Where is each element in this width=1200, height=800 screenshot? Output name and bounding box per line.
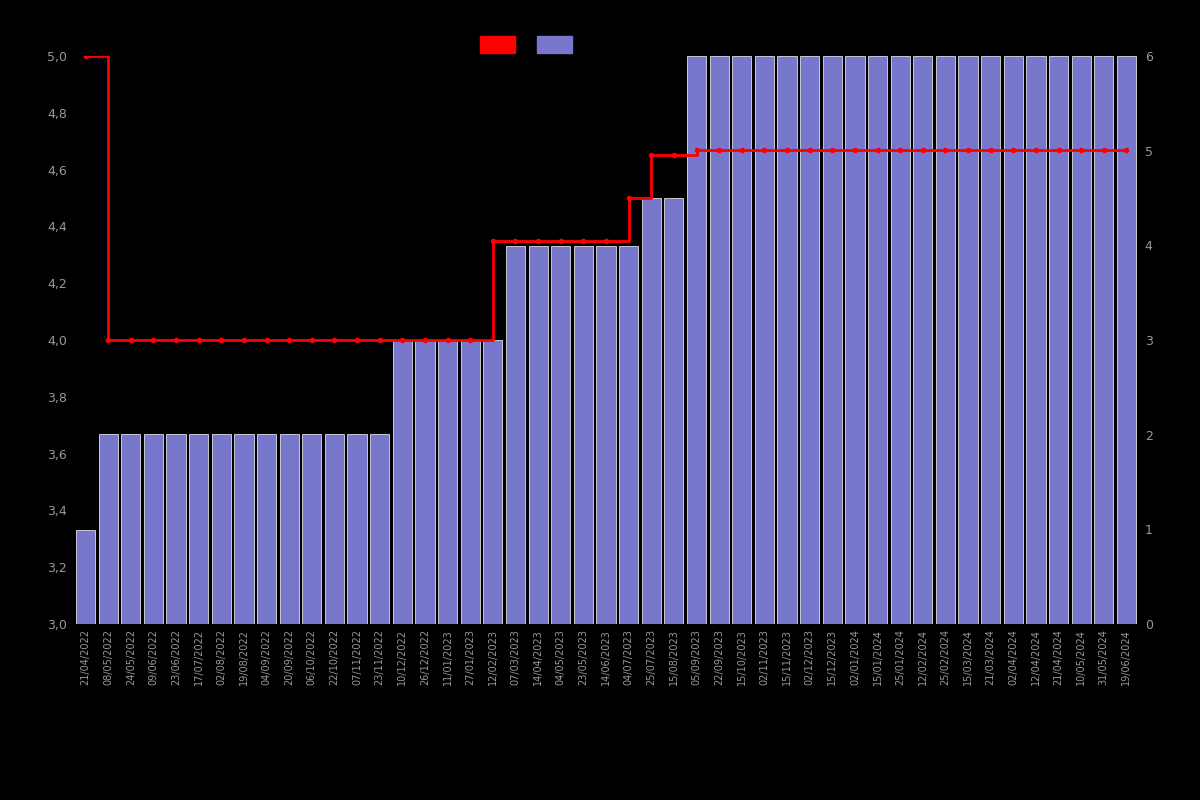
Bar (1049, 56, 1068, 624)
Bar (98, 434, 118, 624)
Bar (325, 434, 344, 624)
Bar (686, 56, 706, 624)
Bar (76, 530, 95, 624)
Bar (280, 434, 299, 624)
Bar (234, 434, 253, 624)
Bar (302, 434, 322, 624)
Bar (461, 340, 480, 624)
Bar (982, 56, 1001, 624)
Bar (1026, 56, 1045, 624)
Bar (800, 56, 820, 624)
Bar (778, 56, 797, 624)
Bar (1003, 56, 1022, 624)
Bar (755, 56, 774, 624)
Bar (190, 434, 209, 624)
Bar (415, 340, 434, 624)
Bar (257, 434, 276, 624)
Bar (551, 246, 570, 624)
Bar (936, 56, 955, 624)
Bar (913, 56, 932, 624)
Bar (619, 246, 638, 624)
Bar (959, 56, 978, 624)
Bar (845, 56, 864, 624)
Bar (732, 56, 751, 624)
Bar (574, 246, 593, 624)
Bar (709, 56, 728, 624)
Bar (1117, 56, 1136, 624)
Bar (144, 434, 163, 624)
Bar (890, 56, 910, 624)
Bar (438, 340, 457, 624)
Bar (506, 246, 526, 624)
Bar (121, 434, 140, 624)
Bar (348, 434, 367, 624)
Bar (1094, 56, 1114, 624)
Bar (392, 340, 412, 624)
Bar (528, 246, 547, 624)
Bar (596, 246, 616, 624)
Bar (823, 56, 842, 624)
Bar (1072, 56, 1091, 624)
Legend: , : , (475, 32, 587, 57)
Bar (484, 340, 503, 624)
Bar (868, 56, 887, 624)
Bar (370, 434, 389, 624)
Bar (167, 434, 186, 624)
Bar (665, 198, 684, 624)
Bar (642, 198, 661, 624)
Bar (211, 434, 230, 624)
